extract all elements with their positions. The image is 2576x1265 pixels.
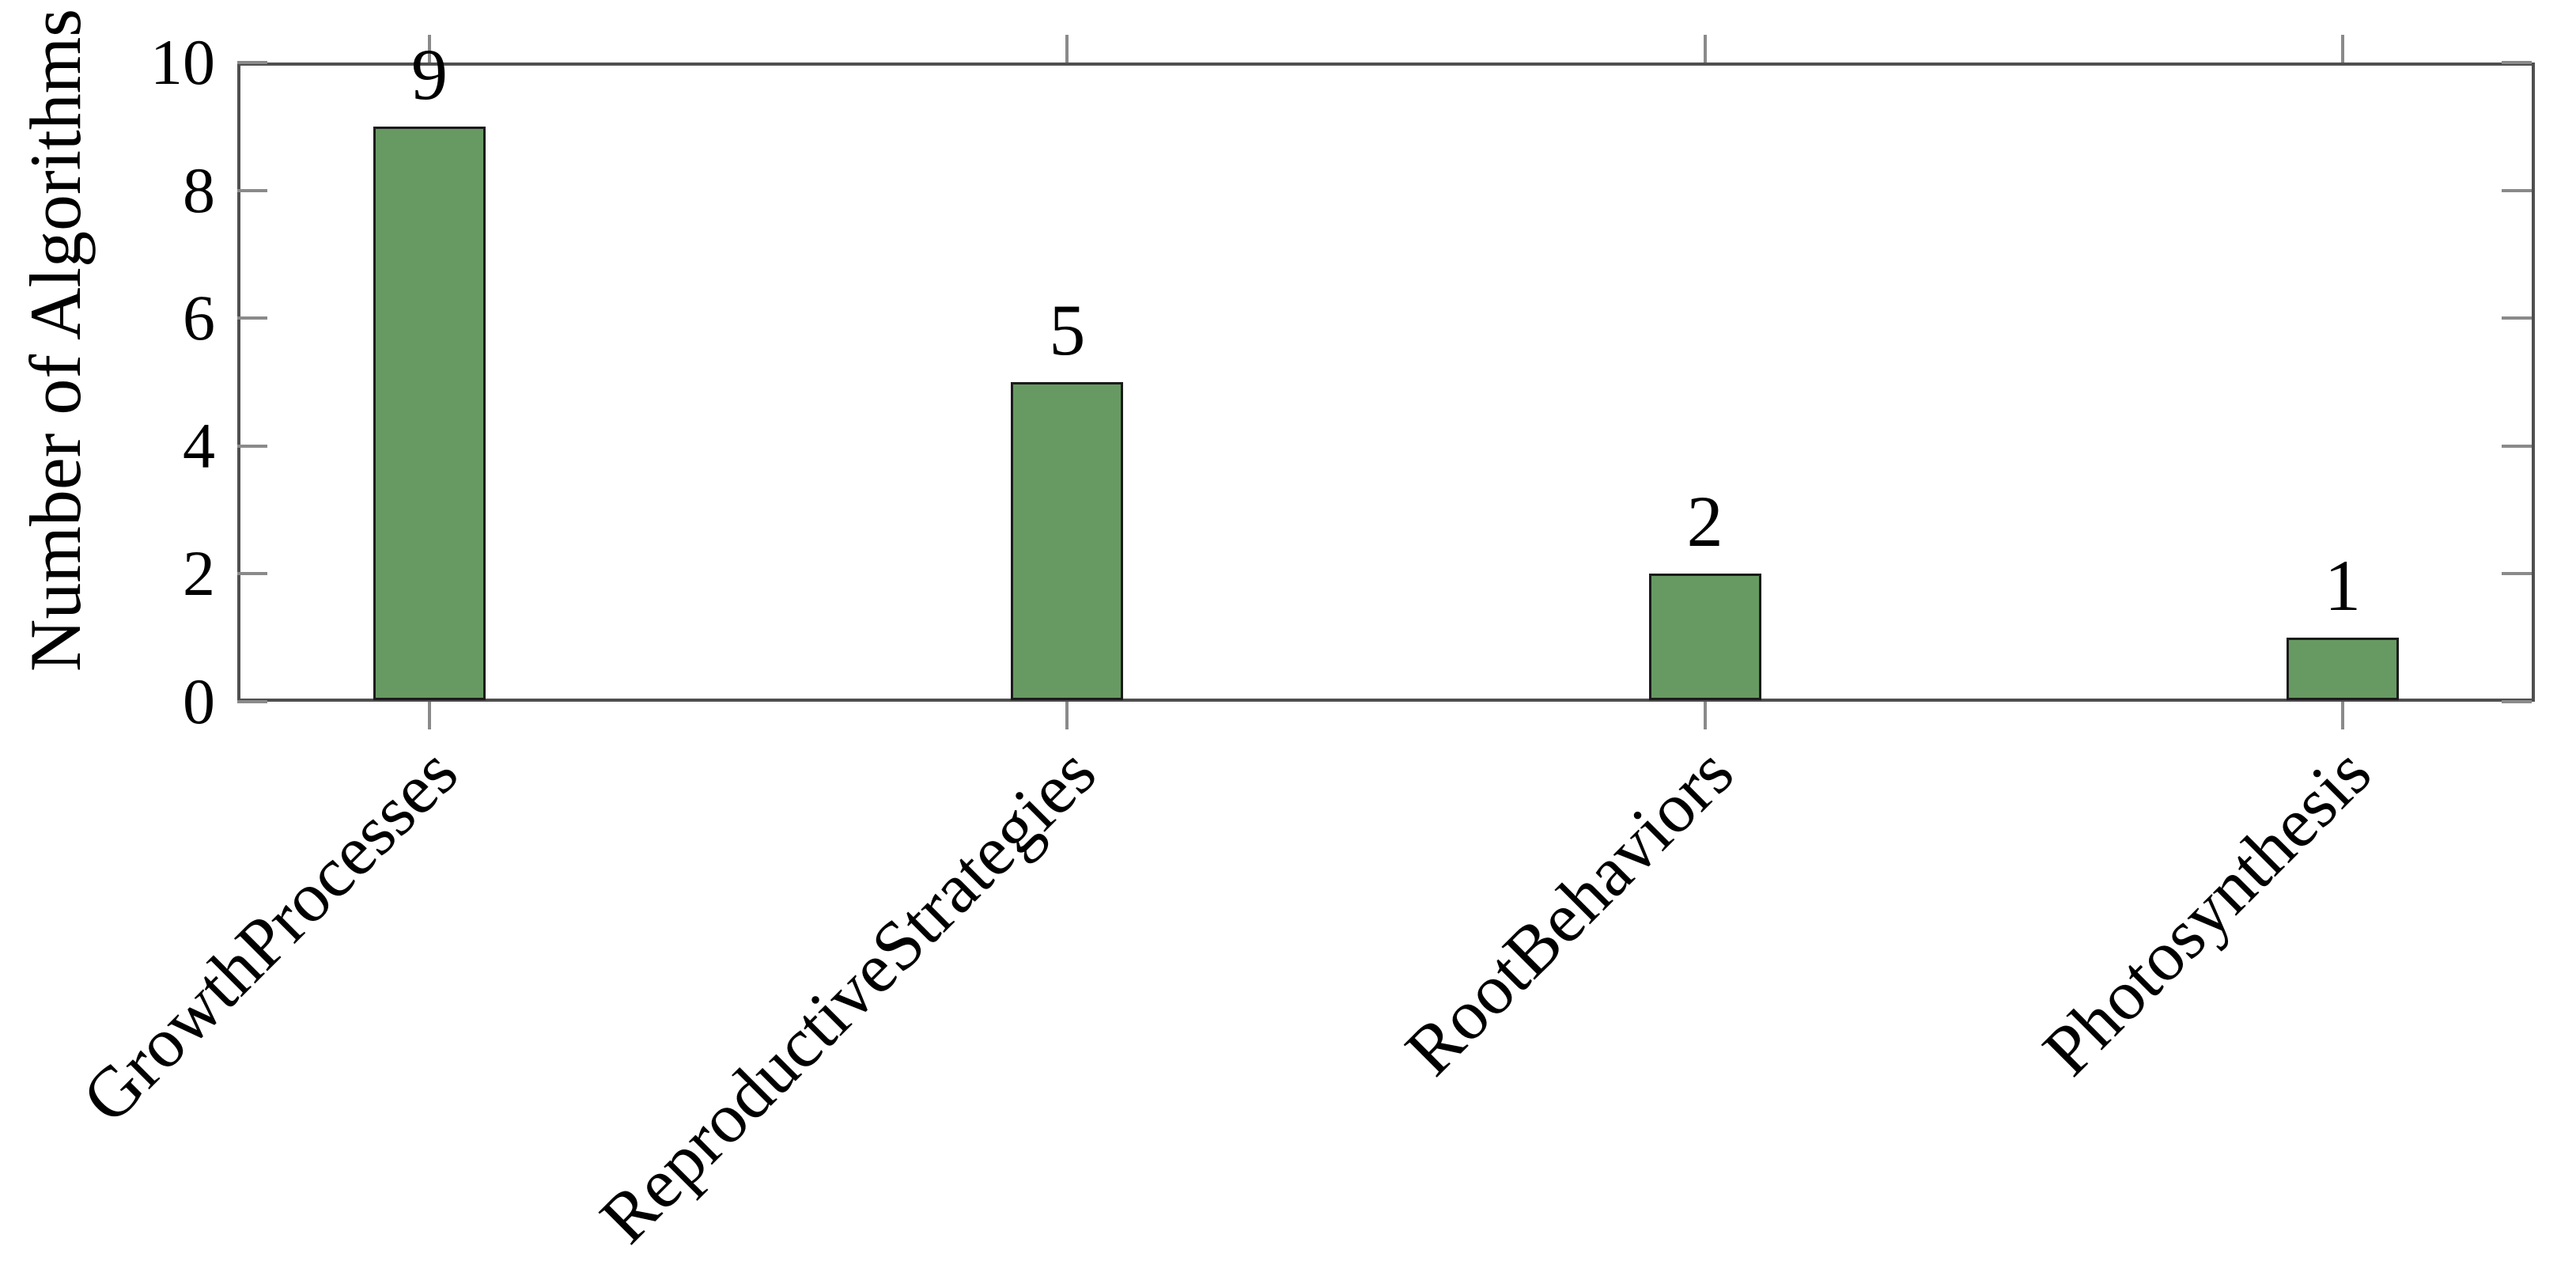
y-tick-mark-right bbox=[2502, 444, 2532, 448]
bar-value-label: 1 bbox=[2324, 545, 2361, 627]
x-tick-mark-top bbox=[1703, 35, 1707, 62]
x-tick-mark-top bbox=[428, 35, 431, 62]
y-tick-mark-left bbox=[237, 316, 267, 320]
y-tick-mark-right bbox=[2502, 572, 2532, 576]
y-tick-label: 6 bbox=[183, 282, 215, 354]
y-tick-label: 8 bbox=[183, 153, 215, 226]
x-tick-mark-top bbox=[1065, 35, 1069, 62]
y-tick-mark-left bbox=[237, 188, 267, 192]
x-tick-label: Photosynthesis bbox=[2028, 733, 2386, 1091]
x-tick-mark-bottom bbox=[428, 702, 431, 729]
y-tick-mark-left bbox=[237, 444, 267, 448]
y-tick-label: 4 bbox=[183, 409, 215, 482]
bar bbox=[1648, 574, 1761, 700]
bar bbox=[373, 126, 486, 700]
bar bbox=[2287, 638, 2399, 700]
y-tick-mark-left bbox=[237, 572, 267, 576]
y-tick-label: 10 bbox=[150, 26, 215, 98]
bar-value-label: 5 bbox=[1049, 290, 1086, 370]
y-tick-mark-left bbox=[237, 61, 267, 64]
x-tick-label: ReproductiveStrategies bbox=[584, 733, 1110, 1259]
bar-value-label: 2 bbox=[1686, 481, 1723, 562]
bar-value-label: 9 bbox=[411, 33, 448, 115]
y-tick-mark-right bbox=[2502, 316, 2532, 320]
x-tick-label: GrowthProcesses bbox=[67, 733, 473, 1138]
x-tick-mark-bottom bbox=[1703, 702, 1707, 729]
y-tick-mark-right bbox=[2502, 188, 2532, 192]
x-tick-label: RootBehaviors bbox=[1390, 733, 1749, 1091]
bar bbox=[1011, 382, 1124, 700]
y-tick-mark-left bbox=[237, 700, 267, 703]
y-tick-label: 2 bbox=[183, 537, 215, 610]
plot-area bbox=[237, 62, 2535, 702]
x-tick-mark-top bbox=[2341, 35, 2344, 62]
x-tick-mark-bottom bbox=[1065, 702, 1069, 729]
x-tick-mark-bottom bbox=[2341, 702, 2344, 729]
y-tick-mark-right bbox=[2502, 61, 2532, 64]
y-tick-label: 0 bbox=[183, 665, 215, 737]
y-tick-mark-right bbox=[2502, 700, 2532, 703]
